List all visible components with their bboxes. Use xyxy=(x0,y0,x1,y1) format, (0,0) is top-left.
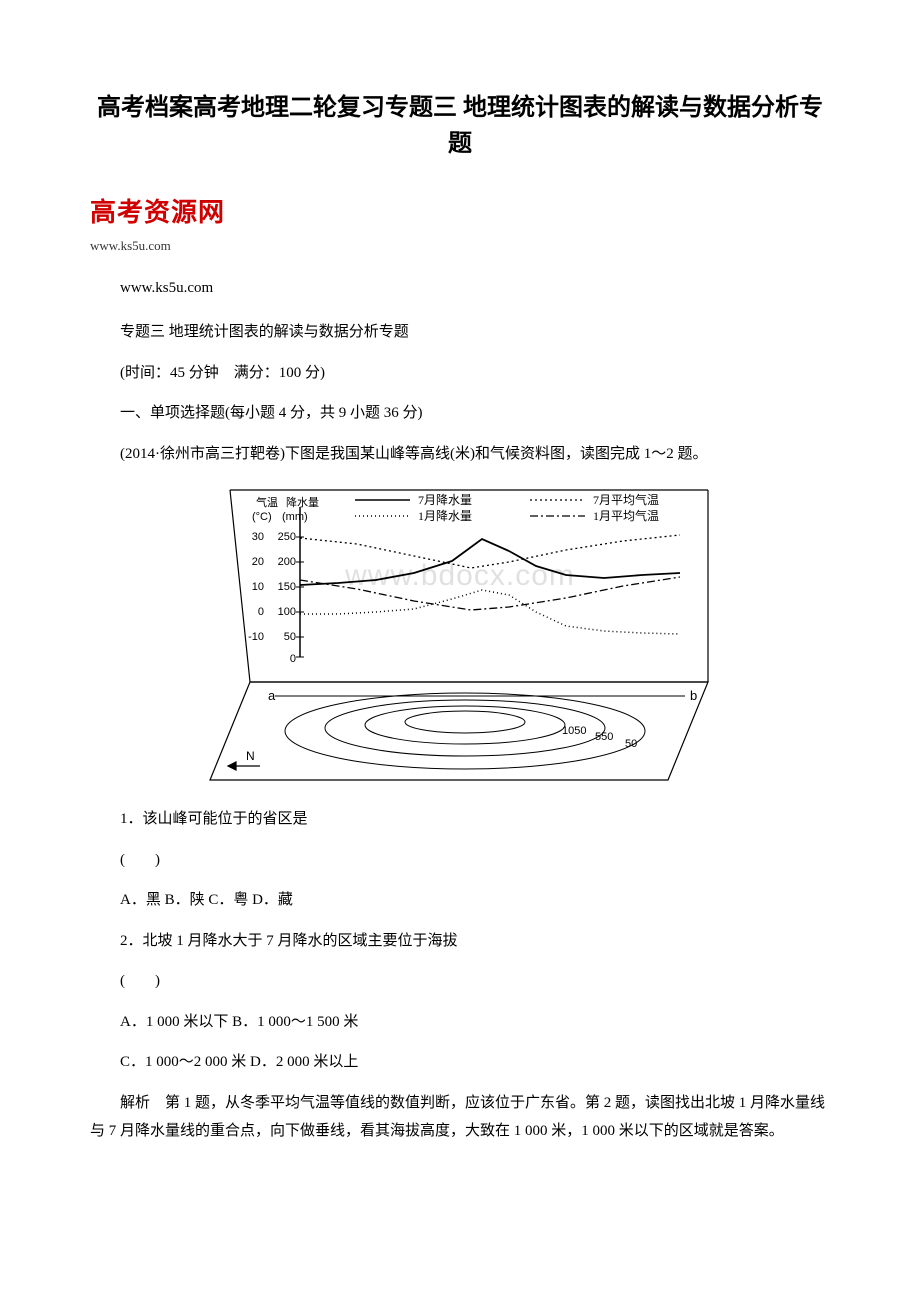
label-a: a xyxy=(268,688,276,703)
q2-paren: ( ) xyxy=(90,967,830,996)
document-title: 高考档案高考地理二轮复习专题三 地理统计图表的解读与数据分析专题 xyxy=(90,90,830,162)
q2-stem: 2．北坡 1 月降水大于 7 月降水的区域主要位于海拔 xyxy=(90,927,830,956)
axis-label-precip: 降水量 xyxy=(286,495,319,509)
svg-text:10: 10 xyxy=(252,581,264,593)
svg-text:0: 0 xyxy=(258,606,264,618)
north-arrow xyxy=(228,762,260,770)
svg-text:20: 20 xyxy=(252,556,264,568)
section-header: 一、单项选择题(每小题 4 分，共 9 小题 36 分) xyxy=(90,399,830,428)
svg-text:50: 50 xyxy=(284,631,296,643)
svg-text:1月降水量: 1月降水量 xyxy=(418,509,472,523)
label-b: b xyxy=(690,688,697,703)
q2-options-line2: C．1 000～2 000 米 D．2 000 米以上 xyxy=(90,1048,830,1077)
svg-text:50: 50 xyxy=(625,738,637,750)
north-label: N xyxy=(246,749,255,763)
legend: 7月降水量 1月降水量 7月平均气温 1月平均气温 xyxy=(355,492,659,523)
timing-info: (时间：45 分钟 满分：100 分) xyxy=(90,359,830,388)
q2-options-line1: A．1 000 米以下 B．1 000～1 500 米 xyxy=(90,1008,830,1037)
question-intro: (2014·徐州市高三打靶卷)下图是我国某山峰等高线(米)和气候资料图，读图完成… xyxy=(90,440,830,469)
q1-paren: ( ) xyxy=(90,846,830,875)
svg-text:550: 550 xyxy=(595,731,613,743)
series-jan-precip xyxy=(300,590,680,634)
unit-temp: (°C) xyxy=(252,511,272,523)
series-july-temp xyxy=(300,535,680,568)
analysis-text: 解析 第 1 题，从冬季平均气温等值线的数值判断，应该位于广东省。第 2 题，读… xyxy=(90,1089,830,1146)
svg-text:100: 100 xyxy=(278,606,296,618)
unit-precip: (mm) xyxy=(282,511,308,523)
svg-text:7月平均气温: 7月平均气温 xyxy=(593,492,659,507)
source-url: www.ks5u.com xyxy=(90,276,830,300)
svg-text:1050: 1050 xyxy=(562,725,586,737)
y-tick-labels: 气温 降水量 (°C) (mm) 30 20 10 0 -10 250 200 … xyxy=(248,495,319,665)
svg-text:200: 200 xyxy=(278,556,296,568)
svg-text:30: 30 xyxy=(252,531,264,543)
svg-text:-10: -10 xyxy=(248,631,264,643)
contour-rings xyxy=(285,693,645,769)
chart-svg: 气温 降水量 (°C) (mm) 30 20 10 0 -10 250 200 … xyxy=(200,482,720,787)
q1-stem: 1．该山峰可能位于的省区是 xyxy=(90,805,830,834)
figure-combined-chart: www.bdocx.com 气温 降水量 (°C) (mm) 30 2 xyxy=(90,482,830,787)
svg-text:0: 0 xyxy=(290,653,296,665)
logo-name: 高考资源网 xyxy=(90,192,830,234)
series-july-precip xyxy=(300,539,680,585)
svg-text:250: 250 xyxy=(278,531,296,543)
axis-label-temp: 气温 xyxy=(256,495,278,509)
svg-text:7月降水量: 7月降水量 xyxy=(418,493,472,507)
q1-options: A．黑 B．陕 C．粤 D．藏 xyxy=(90,886,830,915)
svg-text:150: 150 xyxy=(278,581,296,593)
logo-url: www.ks5u.com xyxy=(90,236,830,257)
subtitle: 专题三 地理统计图表的解读与数据分析专题 xyxy=(90,318,830,347)
site-logo: 高考资源网 www.ks5u.com xyxy=(90,192,830,256)
svg-text:1月平均气温: 1月平均气温 xyxy=(593,508,659,523)
